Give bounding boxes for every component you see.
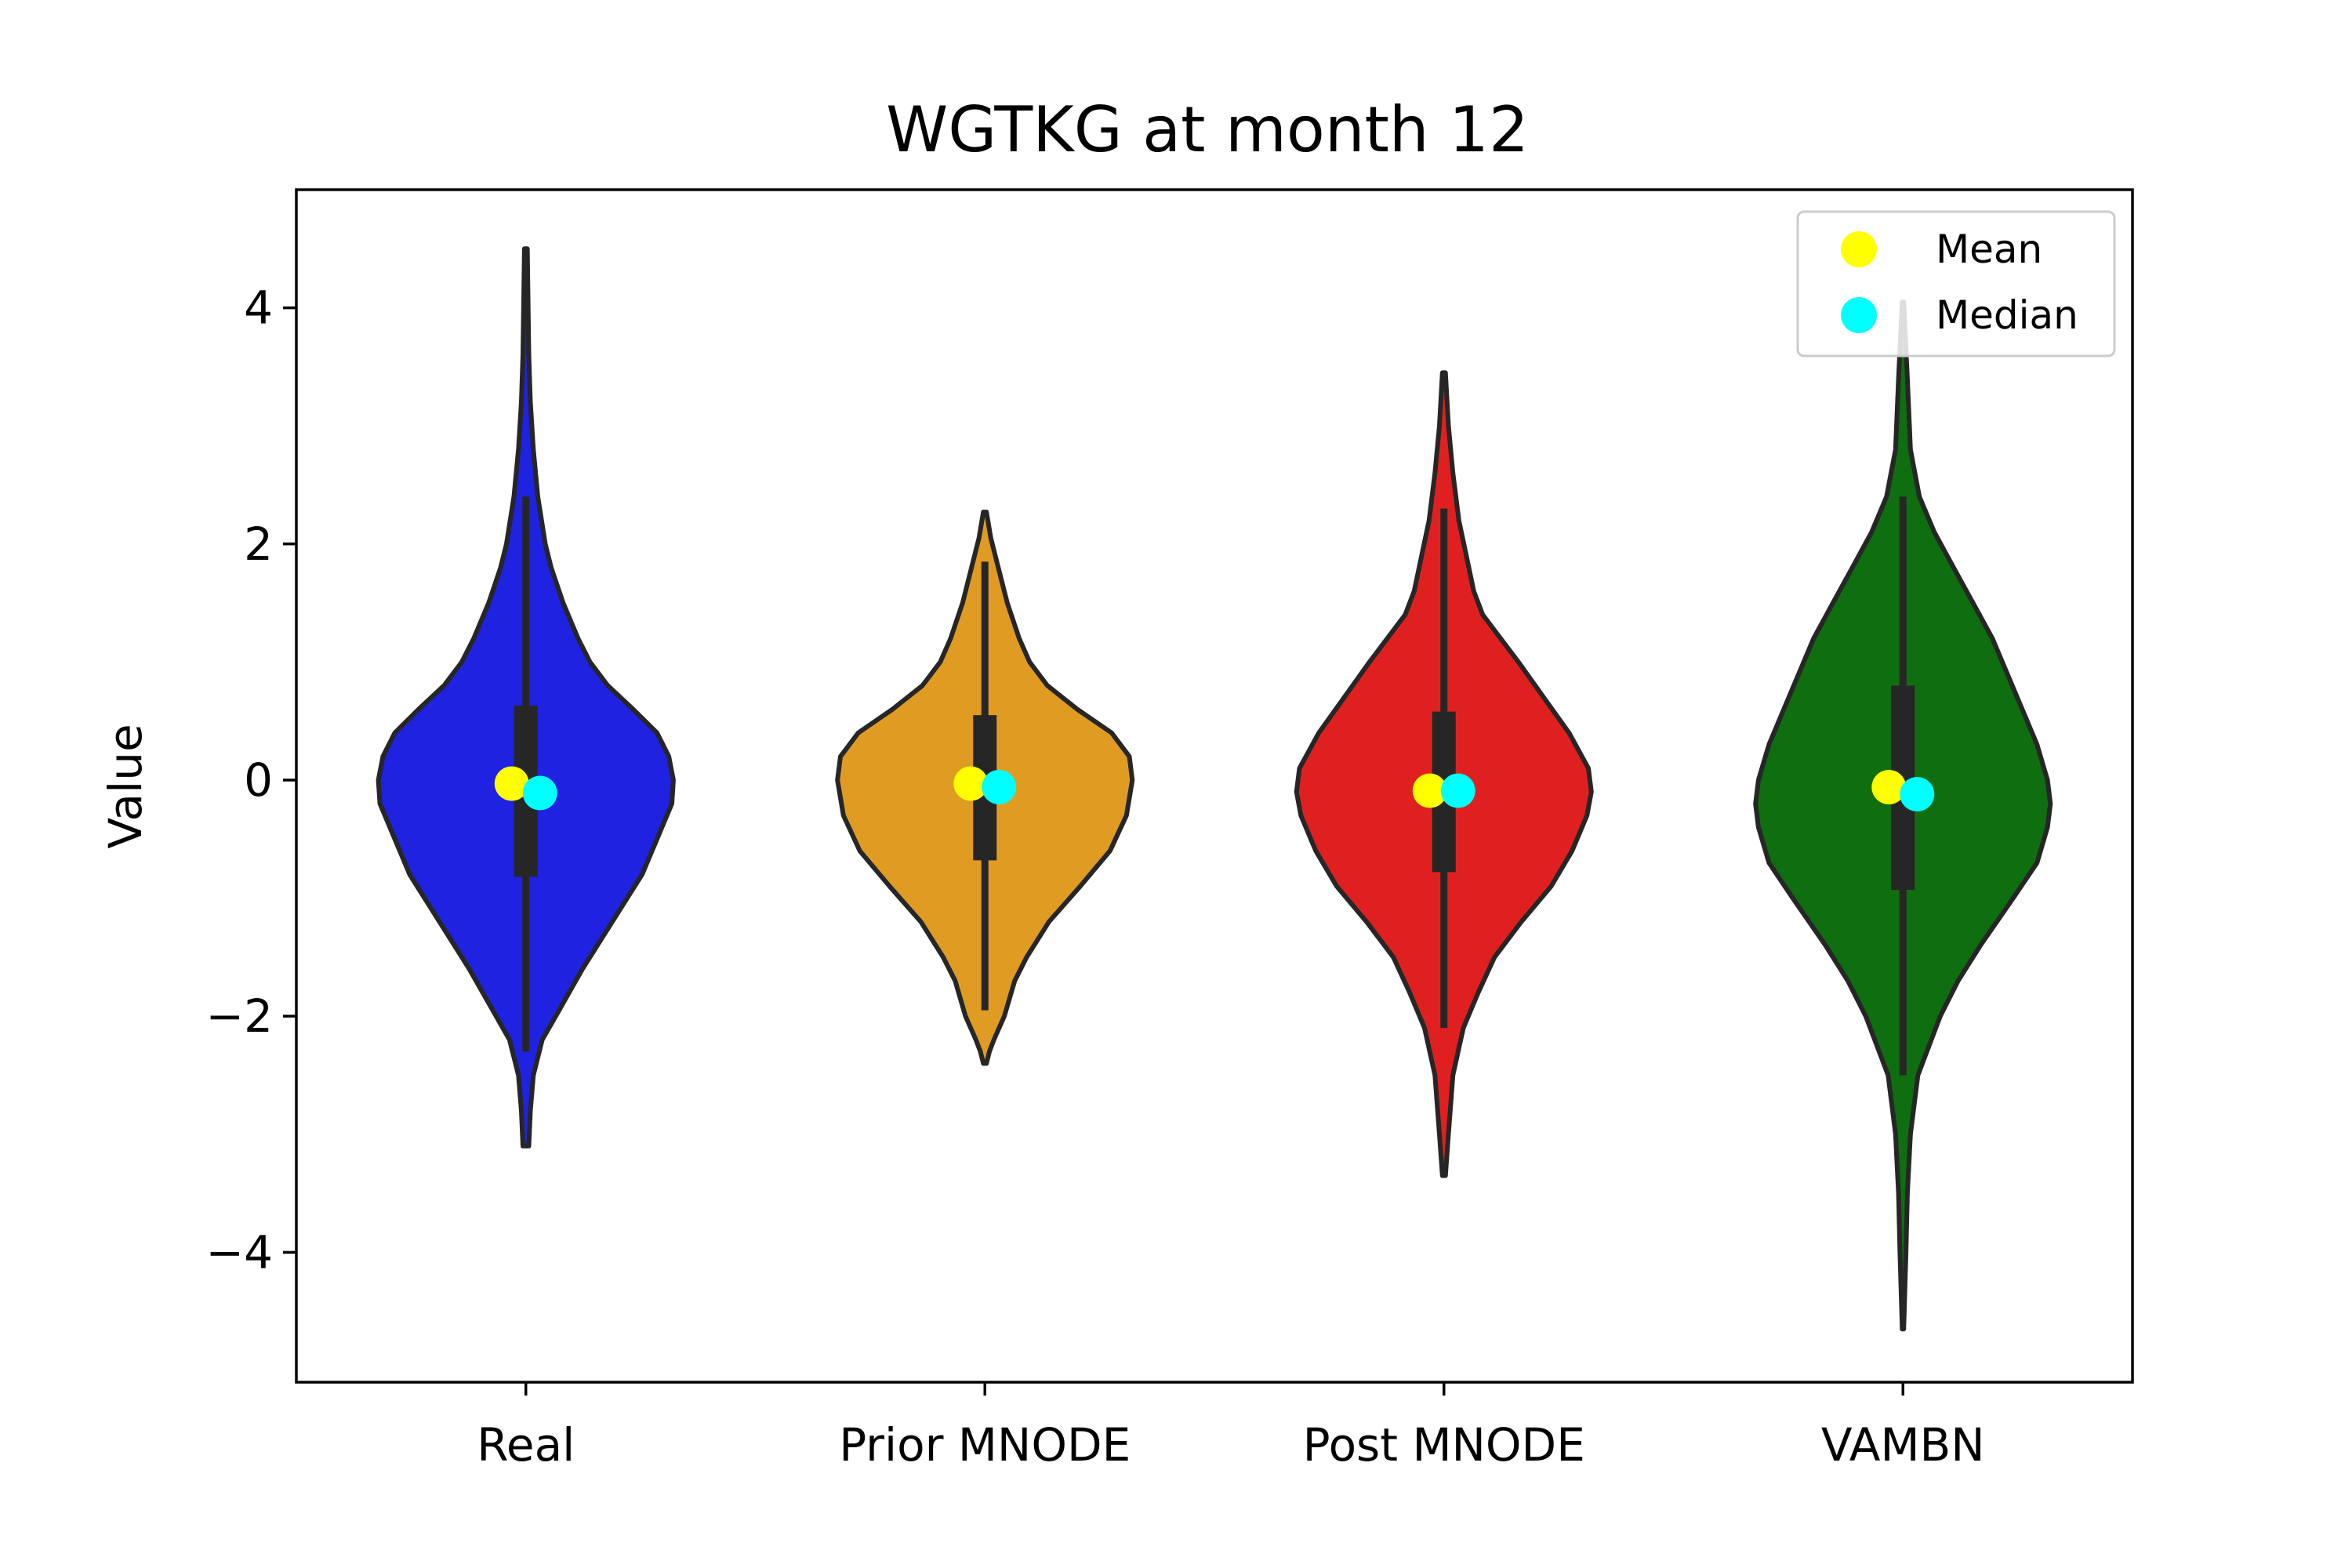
mean-marker-2 xyxy=(1412,773,1447,808)
mean-marker-0 xyxy=(494,766,529,801)
median-marker-0 xyxy=(522,775,557,811)
y-tick-label-4: −4 xyxy=(206,1225,274,1279)
y-axis-label: Value xyxy=(99,724,152,848)
median-marker-1 xyxy=(982,770,1017,805)
axes: 4 2 0 −2 −4 Real Prior MNODE Post MNODE VAMBN xyxy=(206,188,2134,1472)
legend-marker-0 xyxy=(1841,231,1877,267)
y-tick-label-3: −2 xyxy=(206,989,274,1043)
mean-marker-3 xyxy=(1871,770,1907,805)
y-tick-label-1: 2 xyxy=(244,517,273,571)
legend-label-0: Mean xyxy=(1936,227,2042,272)
x-tick-label-0: Real xyxy=(477,1418,575,1472)
y-tick-label-0: 4 xyxy=(244,281,273,335)
x-tick-label-1: Prior MNODE xyxy=(839,1418,1131,1472)
median-marker-3 xyxy=(1900,777,1935,812)
legend-label-1: Median xyxy=(1936,292,2078,338)
median-marker-2 xyxy=(1440,773,1475,808)
legend-box xyxy=(1796,210,2116,358)
y-tick-label-2: 0 xyxy=(244,753,273,807)
plot-frame xyxy=(295,188,2134,1384)
x-tick-label-3: VAMBN xyxy=(1821,1418,1985,1472)
plot-area xyxy=(376,246,2053,1332)
legend: Mean Median xyxy=(1796,210,2116,358)
x-tick-label-2: Post MNODE xyxy=(1303,1418,1585,1472)
legend-marker-1 xyxy=(1841,297,1877,333)
chart-title: WGTKG at month 12 xyxy=(886,93,1529,166)
mean-marker-1 xyxy=(953,766,989,801)
